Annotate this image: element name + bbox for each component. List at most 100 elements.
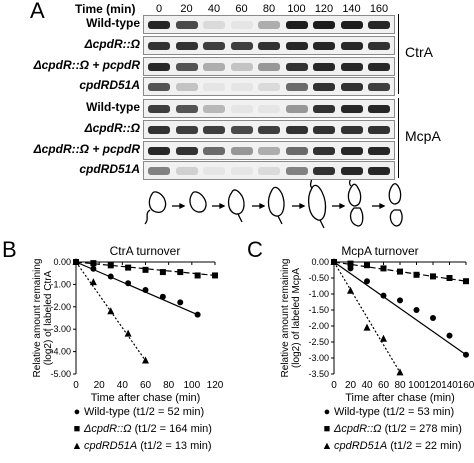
chart-b-point-square (142, 266, 149, 273)
blot-band (340, 83, 363, 91)
legend-entry: ■ ΔcpdR::Ω (t1/2 = 278 min) (320, 423, 462, 435)
blot-band (258, 21, 280, 29)
blot-strip (143, 15, 395, 34)
legend-series-name: Wild-type (334, 406, 380, 418)
blot-band (313, 21, 335, 29)
chart-c-point-circle (380, 292, 387, 299)
timepoint-label: 60 (235, 3, 248, 15)
ctra-bracket (398, 14, 402, 94)
blot-band (175, 21, 198, 29)
legend-series-name: ΔcpdR::Ω (84, 423, 132, 435)
chart-c-y-tick-label: -1.00 (308, 289, 329, 299)
chart-c-y-tick-label: -1.50 (308, 305, 329, 315)
legend-marker-icon: ● (323, 406, 331, 418)
chart-b-point-circle (177, 299, 184, 306)
chart-c-point-square (347, 260, 354, 267)
blot-band (230, 21, 253, 29)
blot-band (285, 83, 308, 91)
blot-row-label: cpdRD51A (79, 78, 140, 92)
chart-c-y-tick-label: -2.50 (308, 337, 329, 347)
legend-marker-icon: ▲ (71, 440, 83, 452)
blot-band (285, 63, 308, 71)
blot-band (340, 126, 363, 134)
chart-c-y-tick-label: -3.50 (308, 369, 329, 379)
blot-band (258, 147, 280, 155)
blot-band (258, 42, 280, 50)
chart-c-point-circle (347, 265, 354, 272)
timepoint-label: 20 (180, 3, 193, 15)
chart-b-point-circle (90, 265, 97, 272)
chart-c-y-axis-label-line2: (log2) of labeled McpA (291, 268, 302, 368)
chart-c-y-tick-label: -3.00 (308, 353, 329, 363)
panel-a-letter: A (30, 0, 45, 23)
blot-row-label: ΔcpdR::Ω (84, 121, 140, 135)
daughter-stalked-icon (389, 209, 403, 227)
blot-band (148, 105, 170, 113)
blot-strip (143, 141, 395, 160)
blot-strip (143, 161, 395, 180)
timepoint-label: 0 (155, 3, 163, 15)
ctra-turnover-chart: 0 20 40 60 80 100 120 0.00 -1.00 -2.00 -3.00 -4.00 -… (32, 257, 224, 404)
blot-band (175, 42, 198, 50)
blot-band (368, 63, 390, 71)
blot-band (313, 83, 335, 91)
legend-series-name: cpdRD51A (334, 440, 388, 452)
chart-b-x-tick-label: 100 (183, 380, 200, 391)
chart-c-y-tick-label: -2.00 (308, 321, 329, 331)
chart-b-point-square (194, 272, 201, 279)
chart-b-x-tick-label: 20 (94, 380, 106, 391)
chart-c-point-circle (413, 307, 420, 313)
blot-band (313, 63, 335, 71)
chart-b-point-square (159, 269, 166, 276)
blot-band (313, 147, 335, 155)
blot-band (230, 126, 253, 134)
chart-b-y-tick-label: -3.00 (50, 324, 71, 334)
blot-band (368, 147, 390, 155)
chart-b-point-circle (194, 311, 201, 318)
blot-band (203, 42, 225, 50)
blot-row-label: ΔcpdR::Ω (84, 37, 140, 51)
chart-c-point-circle (397, 297, 403, 304)
blot-row-label: ΔcpdR::Ω + pcpdR (33, 58, 140, 72)
blot-band (313, 167, 335, 175)
chart-b-y-axis-label-line2: (log2) of labeled CtrA (43, 270, 54, 365)
chart-b-y-tick-label: -4.00 (50, 347, 71, 357)
chart-b-x-tick-label: 60 (140, 380, 152, 391)
blot-band (230, 63, 253, 71)
legend-entry: ▲ cpdRD51A (t1/2 = 22 min) (320, 440, 462, 452)
blot-band (368, 83, 390, 91)
cell-icon-4 (267, 186, 285, 217)
dividing-cell-bottom-icon (349, 207, 364, 227)
legend-series-name: Wild-type (84, 406, 130, 418)
chart-c-point-triangle (380, 334, 387, 342)
legend-series-name: ΔcpdR::Ω (334, 423, 382, 435)
mcpa-turnover-chart: 0 20 40 60 80 100 120 140 160 0.00 -0.50 -1.00 -1.50… (280, 257, 474, 404)
chart-b-point-circle (107, 273, 114, 280)
cell-icon-3 (227, 189, 245, 215)
chart-b-point-circle (159, 293, 166, 300)
chart-c-point-square (463, 278, 469, 285)
legend-halflife: (t1/2 = 13 min) (140, 440, 212, 452)
chart-c-point-circle (463, 351, 469, 358)
blot-band (175, 167, 198, 175)
blot-band (230, 167, 253, 175)
chart-b-point-square (212, 272, 218, 279)
chart-b-y-tick-label: -1.00 (50, 279, 71, 289)
blot-band (258, 126, 280, 134)
chart-c-x-tick-label: 60 (378, 380, 390, 391)
chart-b-point-circle (142, 287, 149, 293)
legend-entry: ▲ cpdRD51A (t1/2 = 13 min) (70, 440, 212, 452)
chart-b-y-tick-label: -2.00 (50, 302, 71, 312)
timepoint-label: 100 (287, 3, 306, 15)
chart-b-x-tick-label: 40 (117, 380, 129, 391)
chart-c-point-triangle (347, 286, 354, 294)
blot-row-label: ΔcpdR::Ω + pcpdR (33, 142, 140, 156)
blot-band (175, 147, 198, 155)
blot-band (368, 21, 390, 29)
chart-c-y-tick-label: 0.00 (311, 257, 329, 267)
blot-band (148, 21, 170, 29)
chart-b-x-tick-label: 80 (163, 380, 175, 391)
flagellum-icon (144, 209, 151, 225)
dividing-cell-top-icon (347, 183, 362, 207)
blot-band (203, 83, 225, 91)
